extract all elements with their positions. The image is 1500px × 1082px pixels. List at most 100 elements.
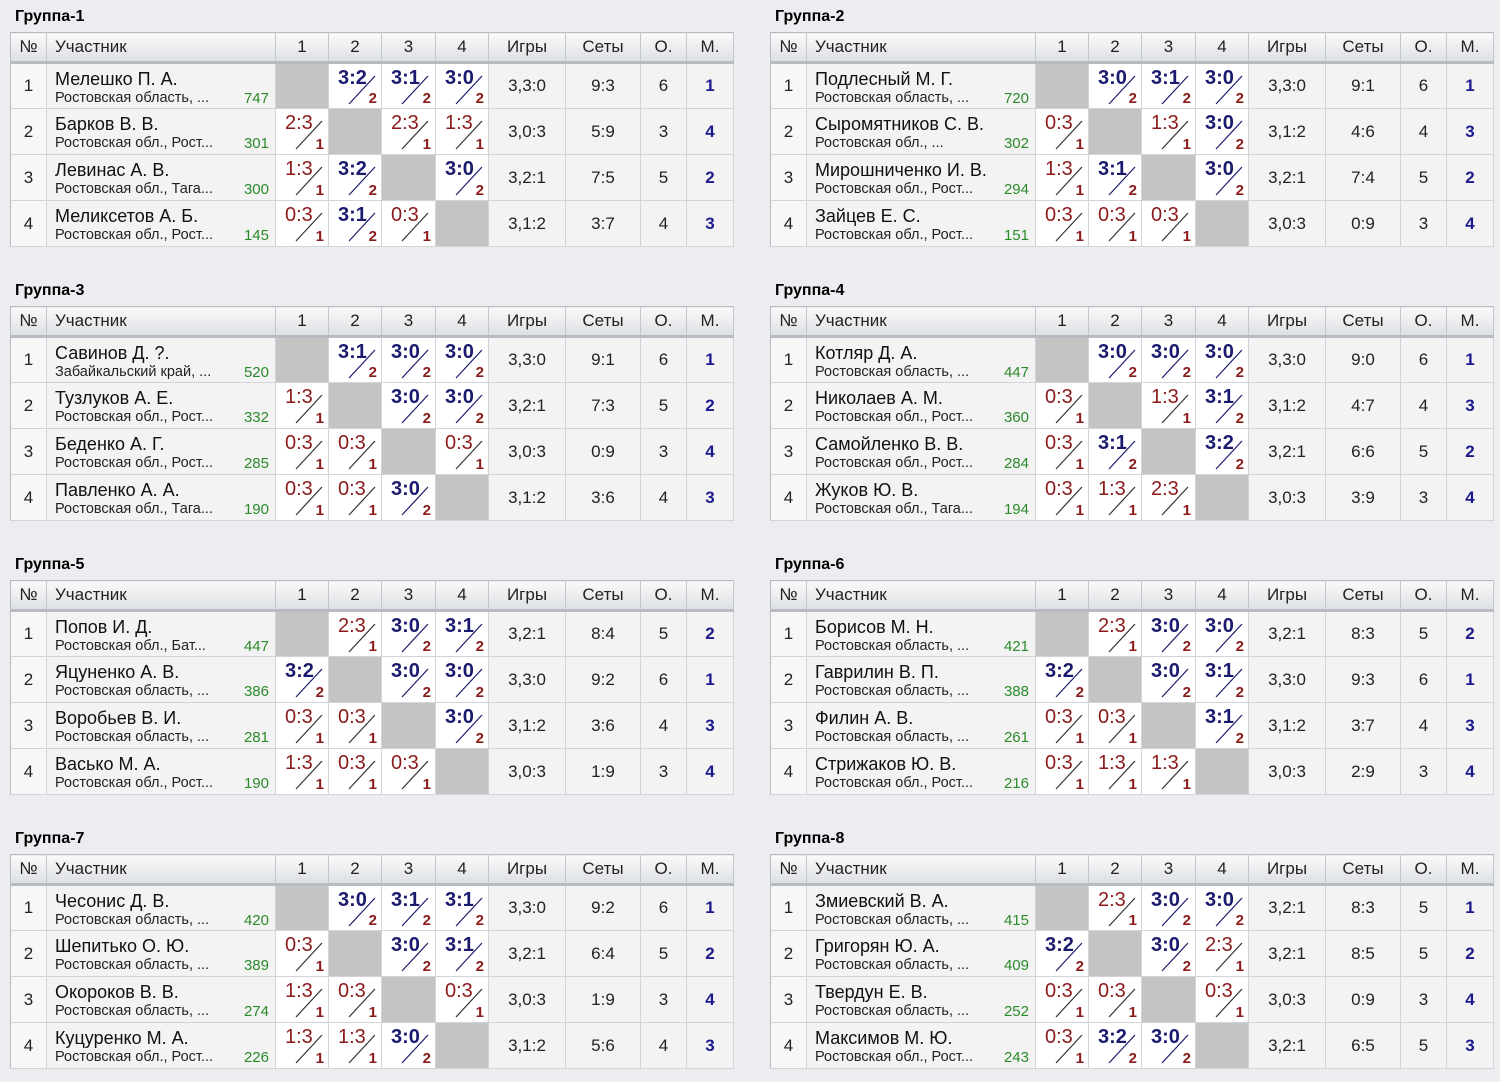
match-result-cell[interactable]: 3:0 2 xyxy=(435,62,489,109)
match-result-cell[interactable]: 0:3 1 xyxy=(328,428,382,475)
match-result-cell[interactable]: 0:3 1 xyxy=(381,748,436,795)
match-result-cell[interactable]: 3:0 2 xyxy=(1195,610,1249,657)
participant-name[interactable]: Змиевский В. А. xyxy=(815,891,949,911)
participant-name[interactable]: Воробьев В. И. xyxy=(55,708,182,728)
match-result-cell[interactable]: 3:1 2 xyxy=(1195,656,1249,703)
match-result-cell[interactable]: 1:3 1 xyxy=(1088,748,1142,795)
match-result-cell[interactable]: 1:3 1 xyxy=(1141,748,1196,795)
match-result-cell[interactable]: 1:3 1 xyxy=(435,108,489,155)
participant-name[interactable]: Куцуренко М. А. xyxy=(55,1028,189,1048)
participant-name[interactable]: Григорян Ю. А. xyxy=(815,936,940,956)
match-result-cell[interactable]: 3:1 2 xyxy=(435,610,489,657)
match-result-cell[interactable]: 3:0 2 xyxy=(381,1022,436,1069)
match-result-cell[interactable]: 3:0 2 xyxy=(1088,336,1142,383)
match-result-cell[interactable]: 1:3 1 xyxy=(1035,154,1089,201)
match-result-cell[interactable]: 0:3 1 xyxy=(1141,200,1196,247)
match-result-cell[interactable]: 3:1 2 xyxy=(435,884,489,931)
participant-name[interactable]: Мирошниченко И. В. xyxy=(815,160,987,180)
match-result-cell[interactable]: 0:3 1 xyxy=(328,748,382,795)
participant-cell[interactable]: Павленко А. А. Ростовская обл., Тага... 19… xyxy=(46,474,276,521)
participant-cell[interactable]: Левинас А. В. Ростовская обл., Тага... 300 xyxy=(46,154,276,201)
match-result-cell[interactable]: 3:0 2 xyxy=(1195,884,1249,931)
match-result-cell[interactable]: 3:1 2 xyxy=(1141,62,1196,109)
match-result-cell[interactable]: 0:3 1 xyxy=(1035,382,1089,429)
match-result-cell[interactable]: 0:3 1 xyxy=(1035,428,1089,475)
match-result-cell[interactable]: 3:0 2 xyxy=(435,336,489,383)
participant-cell[interactable]: Тузлуков А. Е. Ростовская обл., Рост... 33… xyxy=(46,382,276,429)
participant-cell[interactable]: Борисов М. Н. Ростовская область, ... 421 xyxy=(806,610,1036,657)
participant-name[interactable]: Жуков Ю. В. xyxy=(815,480,919,500)
participant-cell[interactable]: Мелешко П. А. Ростовская область, ... 747 xyxy=(46,62,276,109)
match-result-cell[interactable]: 2:3 1 xyxy=(328,610,382,657)
match-result-cell[interactable]: 0:3 1 xyxy=(328,474,382,521)
match-result-cell[interactable]: 1:3 1 xyxy=(1141,382,1196,429)
match-result-cell[interactable]: 0:3 1 xyxy=(275,428,329,475)
participant-cell[interactable]: Змиевский В. А. Ростовская область, ... 41… xyxy=(806,884,1036,931)
match-result-cell[interactable]: 0:3 1 xyxy=(275,474,329,521)
match-result-cell[interactable]: 1:3 1 xyxy=(275,1022,329,1069)
match-result-cell[interactable]: 3:1 2 xyxy=(1195,702,1249,749)
match-result-cell[interactable]: 3:0 2 xyxy=(1141,610,1196,657)
match-result-cell[interactable]: 3:0 2 xyxy=(381,474,436,521)
participant-cell[interactable]: Васько М. А. Ростовская обл., Рост... 190 xyxy=(46,748,276,795)
match-result-cell[interactable]: 3:0 2 xyxy=(1141,656,1196,703)
participant-name[interactable]: Николаев А. М. xyxy=(815,388,943,408)
match-result-cell[interactable]: 3:2 2 xyxy=(275,656,329,703)
match-result-cell[interactable]: 0:3 1 xyxy=(1035,1022,1089,1069)
match-result-cell[interactable]: 0:3 1 xyxy=(1035,702,1089,749)
match-result-cell[interactable]: 0:3 1 xyxy=(275,930,329,977)
participant-name[interactable]: Левинас А. В. xyxy=(55,160,170,180)
participant-cell[interactable]: Меликсетов А. Б. Ростовская обл., Рост...… xyxy=(46,200,276,247)
match-result-cell[interactable]: 1:3 1 xyxy=(275,382,329,429)
participant-cell[interactable]: Котляр Д. А. Ростовская область, ... 447 xyxy=(806,336,1036,383)
match-result-cell[interactable]: 3:2 2 xyxy=(1035,656,1089,703)
match-result-cell[interactable]: 3:0 2 xyxy=(1141,930,1196,977)
participant-name[interactable]: Яцуненко А. В. xyxy=(55,662,180,682)
match-result-cell[interactable]: 3:0 2 xyxy=(435,382,489,429)
participant-name[interactable]: Окороков В. В. xyxy=(55,982,179,1002)
participant-cell[interactable]: Филин А. В. Ростовская область, ... 261 xyxy=(806,702,1036,749)
participant-cell[interactable]: Гаврилин В. П. Ростовская область, ... 388 xyxy=(806,656,1036,703)
match-result-cell[interactable]: 0:3 1 xyxy=(1035,748,1089,795)
match-result-cell[interactable]: 3:0 2 xyxy=(1141,884,1196,931)
match-result-cell[interactable]: 1:3 1 xyxy=(275,748,329,795)
match-result-cell[interactable]: 3:0 2 xyxy=(1088,62,1142,109)
match-result-cell[interactable]: 3:0 2 xyxy=(1141,1022,1196,1069)
match-result-cell[interactable]: 3:0 2 xyxy=(381,656,436,703)
match-result-cell[interactable]: 2:3 1 xyxy=(275,108,329,155)
participant-cell[interactable]: Савинов Д. ?. Забайкальский край, ... 520 xyxy=(46,336,276,383)
match-result-cell[interactable]: 3:1 2 xyxy=(435,930,489,977)
match-result-cell[interactable]: 0:3 1 xyxy=(1088,702,1142,749)
match-result-cell[interactable]: 3:2 2 xyxy=(1088,1022,1142,1069)
participant-name[interactable]: Стрижаков Ю. В. xyxy=(815,754,957,774)
match-result-cell[interactable]: 3:1 2 xyxy=(328,200,382,247)
match-result-cell[interactable]: 0:3 1 xyxy=(1035,108,1089,155)
match-result-cell[interactable]: 3:0 2 xyxy=(1195,154,1249,201)
match-result-cell[interactable]: 3:0 2 xyxy=(381,610,436,657)
match-result-cell[interactable]: 0:3 1 xyxy=(1035,200,1089,247)
participant-name[interactable]: Зайцев Е. С. xyxy=(815,206,921,226)
match-result-cell[interactable]: 3:2 2 xyxy=(1195,428,1249,475)
match-result-cell[interactable]: 3:0 2 xyxy=(381,336,436,383)
match-result-cell[interactable]: 3:1 2 xyxy=(1195,382,1249,429)
match-result-cell[interactable]: 3:1 2 xyxy=(1088,154,1142,201)
participant-cell[interactable]: Зайцев Е. С. Ростовская обл., Рост... 151 xyxy=(806,200,1036,247)
participant-cell[interactable]: Николаев А. М. Ростовская обл., Рост... 36… xyxy=(806,382,1036,429)
participant-name[interactable]: Савинов Д. ?. xyxy=(55,343,170,363)
match-result-cell[interactable]: 0:3 1 xyxy=(381,200,436,247)
participant-name[interactable]: Павленко А. А. xyxy=(55,480,180,500)
match-result-cell[interactable]: 0:3 1 xyxy=(435,976,489,1023)
match-result-cell[interactable]: 0:3 1 xyxy=(1088,976,1142,1023)
participant-name[interactable]: Барков В. В. xyxy=(55,114,159,134)
participant-name[interactable]: Борисов М. Н. xyxy=(815,617,934,637)
participant-cell[interactable]: Яцуненко А. В. Ростовская область, ... 386 xyxy=(46,656,276,703)
participant-name[interactable]: Сыромятников С. В. xyxy=(815,114,984,134)
match-result-cell[interactable]: 1:3 1 xyxy=(328,1022,382,1069)
participant-cell[interactable]: Воробьев В. И. Ростовская область, ... 281 xyxy=(46,702,276,749)
match-result-cell[interactable]: 3:0 2 xyxy=(1141,336,1196,383)
participant-name[interactable]: Мелешко П. А. xyxy=(55,69,178,89)
participant-name[interactable]: Филин А. В. xyxy=(815,708,914,728)
participant-cell[interactable]: Стрижаков Ю. В. Ростовская обл., Рост... 2… xyxy=(806,748,1036,795)
match-result-cell[interactable]: 3:0 2 xyxy=(381,382,436,429)
participant-cell[interactable]: Самойленко В. В. Ростовская обл., Рост...… xyxy=(806,428,1036,475)
